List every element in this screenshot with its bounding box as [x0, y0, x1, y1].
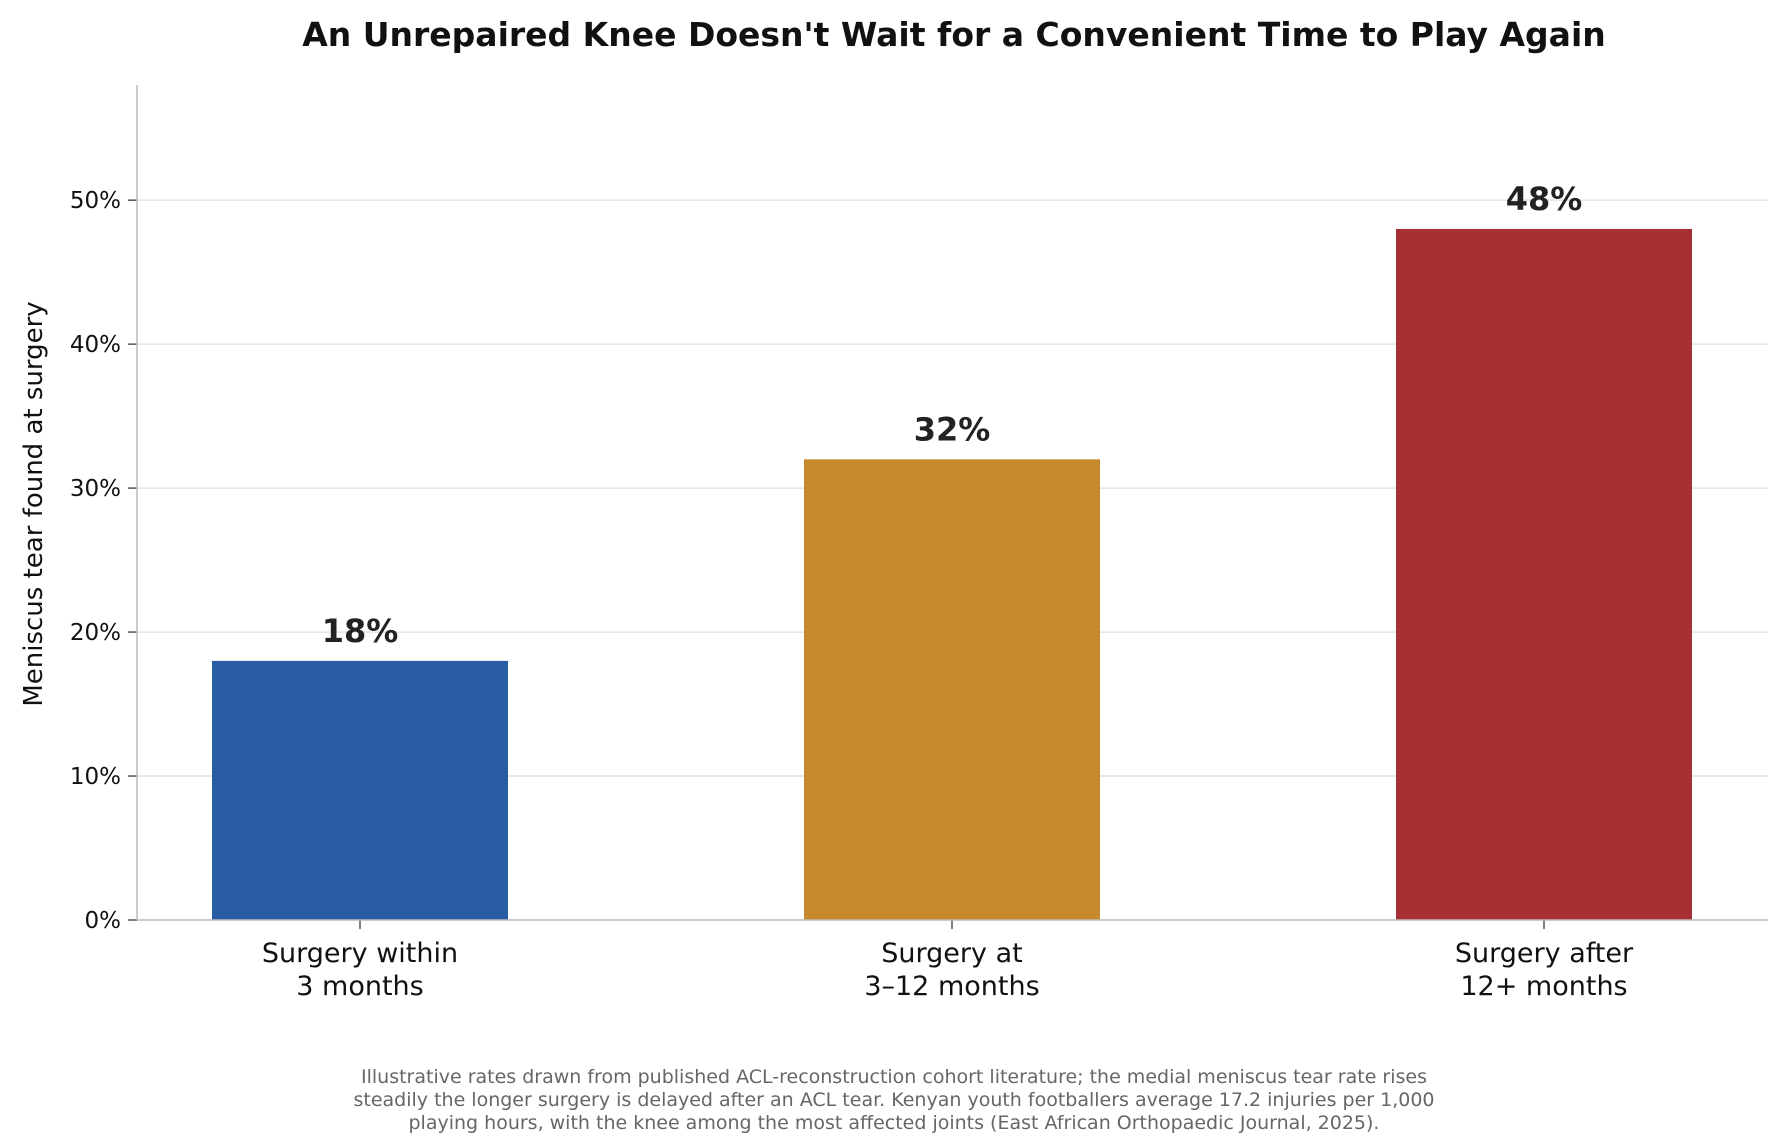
- y-tick-label: 0%: [85, 908, 122, 934]
- x-tick-label: Surgery within 3 months: [262, 938, 458, 1002]
- chart-title: An Unrepaired Knee Doesn't Wait for a Co…: [302, 15, 1606, 54]
- y-tick-label: 40%: [70, 332, 121, 358]
- bar: [212, 660, 508, 920]
- y-tick-label: 50%: [70, 188, 121, 214]
- x-tick-label: Surgery at 3–12 months: [864, 938, 1039, 1002]
- y-axis-label: Meniscus tear found at surgery: [19, 301, 49, 706]
- x-tick-label: Surgery after 12+ months: [1455, 938, 1634, 1002]
- footnote: Illustrative rates drawn from published …: [354, 1066, 1435, 1134]
- y-tick-labels: 0% 10% 20% 30% 40% 50%: [70, 188, 121, 934]
- x-tick-labels: Surgery within 3 months Surgery at 3–12 mon…: [262, 938, 1634, 1002]
- bar: [804, 459, 1100, 920]
- bar: [1396, 228, 1692, 920]
- data-label: 48%: [1506, 180, 1583, 218]
- data-label: 32%: [914, 410, 991, 448]
- axes: [128, 85, 1768, 929]
- data-label: 18%: [322, 612, 399, 650]
- y-tick-label: 10%: [70, 764, 121, 790]
- data-labels: 18% 32% 48%: [322, 180, 1583, 650]
- y-tick-label: 30%: [70, 476, 121, 502]
- footnote-text: Illustrative rates drawn from published …: [354, 1066, 1435, 1134]
- bars: [212, 228, 1692, 920]
- y-tick-label: 20%: [70, 620, 121, 646]
